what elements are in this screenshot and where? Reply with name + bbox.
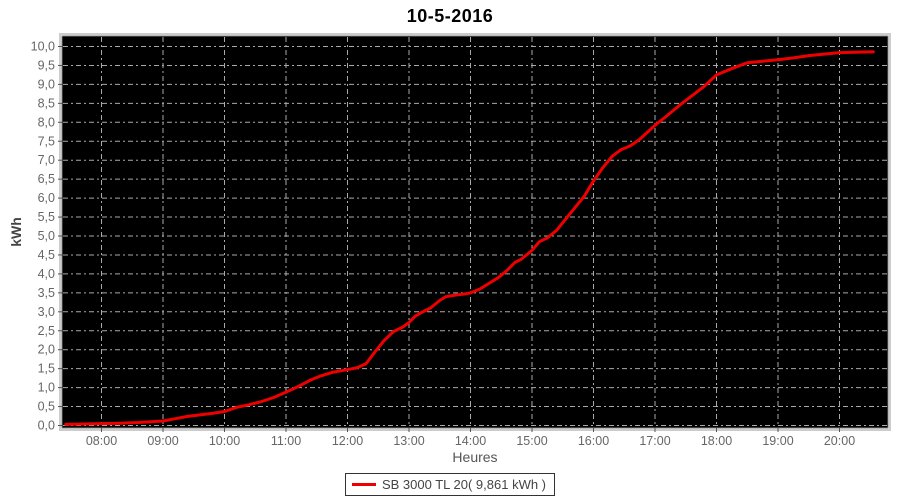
y-tick-label: 4,5 <box>38 248 55 262</box>
y-tick-label: 0,0 <box>38 419 55 433</box>
x-tick-label: 17:00 <box>639 434 670 448</box>
legend: SB 3000 TL 20( 9,861 kWh ) <box>0 473 900 496</box>
y-tick-label: 5,0 <box>38 229 55 243</box>
y-tick-label: 5,5 <box>38 210 55 224</box>
y-tick-label: 4,0 <box>38 267 55 281</box>
y-tick-label: 6,5 <box>38 172 55 186</box>
x-tick-label: 15:00 <box>516 434 547 448</box>
y-tick-label: 0,5 <box>38 400 55 414</box>
y-tick-label: 6,0 <box>38 191 55 205</box>
x-tick-label: 09:00 <box>147 434 178 448</box>
x-tick-label: 08:00 <box>86 434 117 448</box>
y-tick-label: 8,0 <box>38 115 55 129</box>
x-tick-label: 19:00 <box>762 434 793 448</box>
plot-bevel <box>59 33 891 431</box>
x-tick-label: 10:00 <box>209 434 240 448</box>
y-tick-label: 1,5 <box>38 362 55 376</box>
x-axis-title: Heures <box>452 449 498 465</box>
y-tick-label: 9,0 <box>38 77 55 91</box>
y-tick-label: 8,5 <box>38 96 55 110</box>
y-tick-label: 2,0 <box>38 343 55 357</box>
y-tick-label: 9,5 <box>38 58 55 72</box>
y-tick-label: 3,0 <box>38 305 55 319</box>
y-axis-title: kWh <box>8 217 24 247</box>
y-tick-label: 2,5 <box>38 324 55 338</box>
chart-title: 10-5-2016 <box>406 6 494 26</box>
x-tick-label: 16:00 <box>578 434 609 448</box>
y-tick-label: 7,5 <box>38 134 55 148</box>
series-line-sb3000 <box>64 50 875 426</box>
x-tick-label: 20:00 <box>824 434 855 448</box>
y-tick-label: 1,0 <box>38 381 55 395</box>
legend-box: SB 3000 TL 20( 9,861 kWh ) <box>344 473 556 496</box>
plot-area: 0,0 0,5 1,0 1,5 2,0 2,5 3,0 3,5 4,0 4,5 5,0 5,5 6,0 6… <box>31 33 891 448</box>
x-tick-label: 11:00 <box>271 434 301 448</box>
y-tick-label: 7,0 <box>38 153 55 167</box>
y-tick-label: 3,5 <box>38 286 55 300</box>
plot-background <box>61 35 889 429</box>
y-tick-label: 10,0 <box>31 40 55 54</box>
x-tick-label: 18:00 <box>701 434 732 448</box>
legend-label: SB 3000 TL 20( 9,861 kWh ) <box>381 477 547 492</box>
legend-line-marker <box>351 483 376 486</box>
x-tick-label: 12:00 <box>332 434 363 448</box>
x-tick-label: 14:00 <box>455 434 486 448</box>
x-tick-label: 13:00 <box>393 434 424 448</box>
